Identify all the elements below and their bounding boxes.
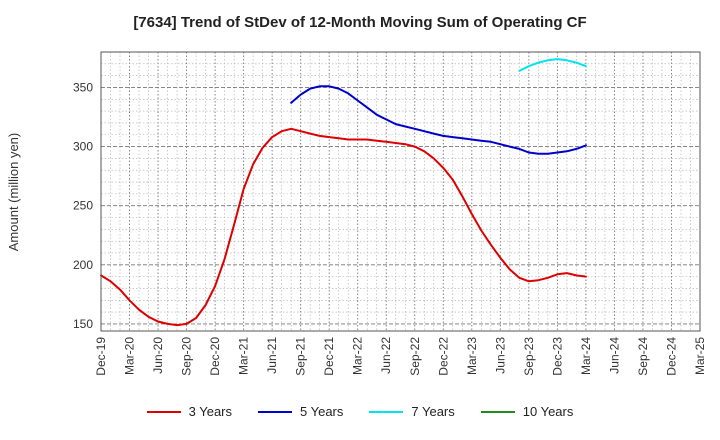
x-tick-label: Mar-23 bbox=[465, 337, 479, 375]
y-tick-label: 150 bbox=[73, 317, 93, 331]
x-tick-label: Dec-23 bbox=[550, 337, 564, 376]
x-tick-label: Mar-22 bbox=[351, 337, 365, 375]
series-line-3-years bbox=[100, 127, 587, 327]
x-tick-label: Sep-22 bbox=[408, 337, 422, 376]
x-tick-label: Sep-21 bbox=[294, 337, 308, 376]
y-tick-label: 250 bbox=[73, 199, 93, 213]
x-tick-label: Dec-21 bbox=[322, 337, 336, 376]
chart-title: [7634] Trend of StDev of 12-Month Moving… bbox=[133, 14, 587, 31]
y-tick-label: 200 bbox=[73, 258, 93, 272]
series-lines bbox=[100, 58, 587, 327]
series-line-5-years bbox=[290, 85, 587, 155]
x-tick-label: Jun-23 bbox=[493, 337, 507, 374]
legend-swatch bbox=[146, 410, 181, 413]
x-tick-label: Dec-22 bbox=[436, 337, 450, 376]
legend-label: 5 Years bbox=[300, 404, 344, 419]
axes: 150 200 250 300 350 Dec-19 Mar-20 Jun-20 Sep-20 D… bbox=[73, 51, 707, 376]
x-tick-label: Jun-20 bbox=[151, 337, 165, 374]
x-tick-label: Dec-19 bbox=[94, 337, 108, 376]
y-tick-label: 350 bbox=[73, 80, 93, 94]
x-tick-label: Jun-21 bbox=[265, 337, 279, 374]
x-tick-label: Jun-24 bbox=[607, 337, 621, 374]
legend-label: 3 Years bbox=[188, 404, 232, 419]
legend-item: 5 Years bbox=[258, 404, 343, 419]
x-tick-label: Mar-21 bbox=[237, 337, 251, 375]
legend-swatch bbox=[369, 410, 404, 413]
x-tick-label: Jun-22 bbox=[379, 337, 393, 374]
legend-item: 3 Years bbox=[146, 404, 232, 419]
series-line-7-years bbox=[518, 58, 587, 72]
legend-swatch bbox=[258, 410, 292, 413]
plot-frame bbox=[100, 51, 701, 332]
y-tick-label: 300 bbox=[73, 140, 93, 154]
legend-item: 7 Years bbox=[369, 404, 455, 419]
x-tick-label: Dec-24 bbox=[664, 337, 678, 376]
x-tick-label: Mar-25 bbox=[693, 337, 707, 375]
y-axis-label: Amount (million yen) bbox=[6, 133, 21, 252]
x-tick-label: Sep-20 bbox=[180, 337, 194, 376]
x-tick-label: Dec-20 bbox=[208, 337, 222, 376]
legend-label: 10 Years bbox=[522, 404, 574, 419]
x-tick-label: Mar-20 bbox=[123, 337, 137, 375]
x-tick-label: Sep-24 bbox=[636, 337, 650, 376]
legend-swatch bbox=[480, 410, 515, 413]
legend-item: 10 Years bbox=[480, 404, 574, 419]
x-tick-label: Sep-23 bbox=[522, 337, 536, 376]
legend-label: 7 Years bbox=[411, 404, 455, 419]
x-tick-label: Mar-24 bbox=[579, 337, 593, 375]
legend: 3 Years 5 Years 7 Years 10 Years bbox=[0, 404, 720, 419]
grid bbox=[100, 51, 701, 331]
